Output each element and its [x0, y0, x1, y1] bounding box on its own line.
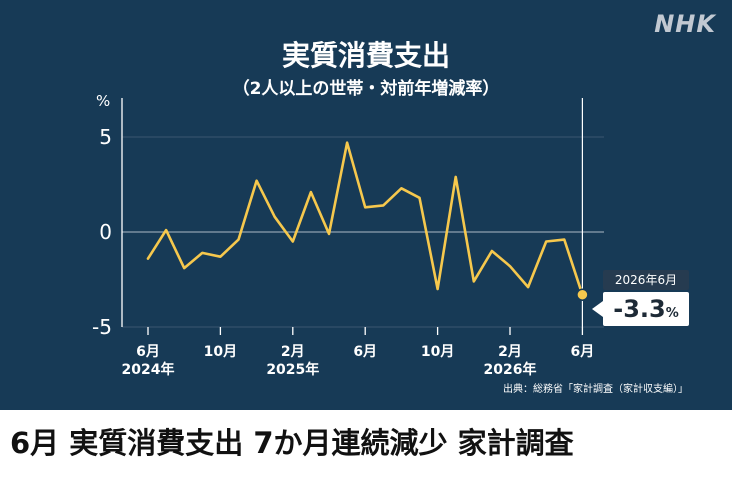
headline[interactable]: 6月 実質消費支出 7か月連続減少 家計調査 [10, 426, 574, 460]
x-tick-label: 6月 [136, 344, 160, 360]
series-line [146, 141, 584, 297]
nhk-logo: NHK [654, 10, 716, 38]
x-tick-label: 6月 [571, 344, 595, 360]
callout-box: -3.3% [603, 292, 689, 326]
x-year-label: 2025年 [266, 361, 319, 378]
y-tick-label: 5 [99, 125, 112, 149]
x-tick-label: 6月 [353, 344, 377, 360]
callout-unit: % [665, 306, 679, 321]
y-tick-label: -5 [92, 315, 112, 339]
y-tick-label: 0 [99, 220, 112, 244]
callout-date: 2026年6月 [603, 270, 689, 290]
x-year-label: 2024年 [122, 361, 175, 378]
callout-value: -3.3 [613, 295, 666, 323]
chart-subtitle: （2人以上の世帯・対前年増減率） [232, 79, 500, 99]
x-year-label: 2026年 [484, 361, 537, 378]
latest-point-marker [576, 288, 589, 301]
x-tick-label: 10月 [204, 344, 237, 360]
x-tick-label: 2月 [498, 344, 522, 360]
y-axis-unit: % [96, 92, 110, 110]
x-tick-label: 10月 [421, 344, 454, 360]
chart-title: 実質消費支出 [281, 39, 450, 72]
source-note: 出典：総務省「家計調査（家計収支編）」 [503, 384, 688, 395]
callout-pointer [592, 301, 603, 317]
x-tick-label: 2月 [281, 344, 305, 360]
callout-value-row: -3.3% [603, 292, 689, 331]
chart-panel: 5 0 -5% 6月 2024年 10月 2月 2025年 6月 10月 2月 2026年 6月 NHK… [0, 0, 732, 410]
